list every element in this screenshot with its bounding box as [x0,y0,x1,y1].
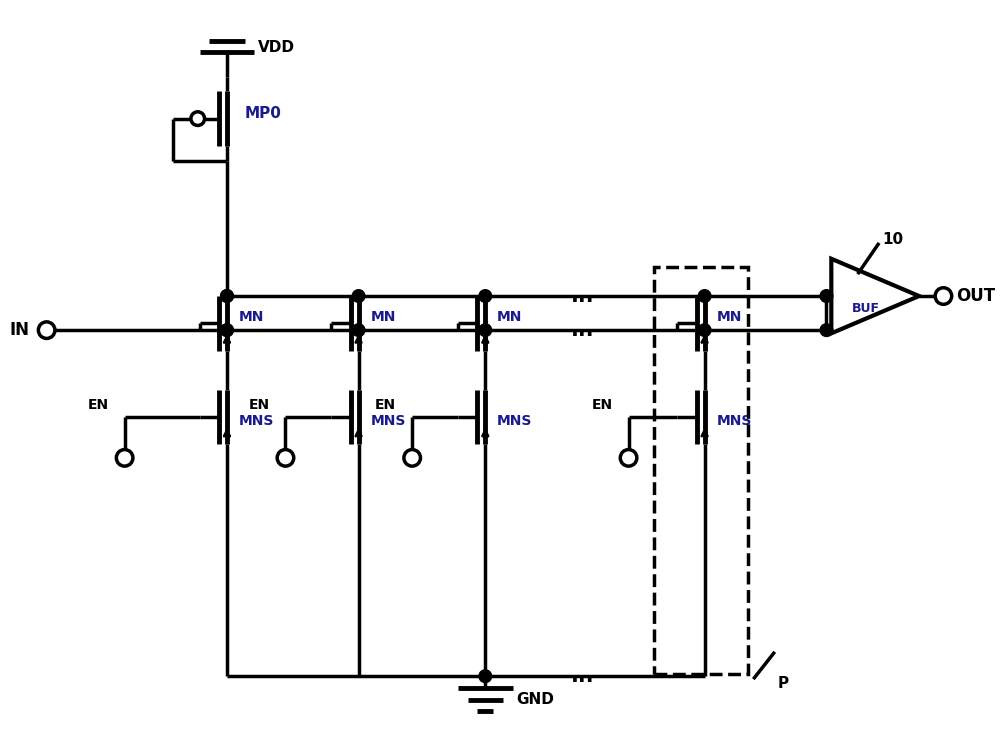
Text: MNS: MNS [239,413,274,428]
Circle shape [479,290,492,303]
Text: 10: 10 [882,232,903,247]
Circle shape [479,670,492,682]
Circle shape [698,324,711,336]
Circle shape [479,324,492,336]
Text: MN: MN [497,311,522,324]
Circle shape [221,290,233,303]
Text: ...: ... [571,286,595,306]
Text: EN: EN [248,398,270,412]
Text: EN: EN [375,398,396,412]
Text: MN: MN [716,311,742,324]
Circle shape [698,290,711,303]
Text: ...: ... [571,320,595,340]
Circle shape [820,324,833,336]
Text: EN: EN [592,398,613,412]
Text: MN: MN [239,311,264,324]
Circle shape [820,290,833,303]
Circle shape [221,290,233,303]
Text: MNS: MNS [370,413,406,428]
Text: OUT: OUT [956,287,995,305]
Circle shape [352,324,365,336]
Text: EN: EN [88,398,109,412]
Text: MNS: MNS [497,413,532,428]
Circle shape [352,290,365,303]
Text: GND: GND [516,692,554,707]
Text: VDD: VDD [258,40,295,55]
Text: MP0: MP0 [245,106,281,121]
Circle shape [221,324,233,336]
Bar [654,267,748,674]
Text: MN: MN [370,311,396,324]
Text: P: P [778,676,789,691]
Text: BUF: BUF [851,302,879,315]
Text: IN: IN [10,321,30,339]
Text: ...: ... [571,666,595,686]
Circle shape [221,324,233,336]
Text: MNS: MNS [716,413,752,428]
